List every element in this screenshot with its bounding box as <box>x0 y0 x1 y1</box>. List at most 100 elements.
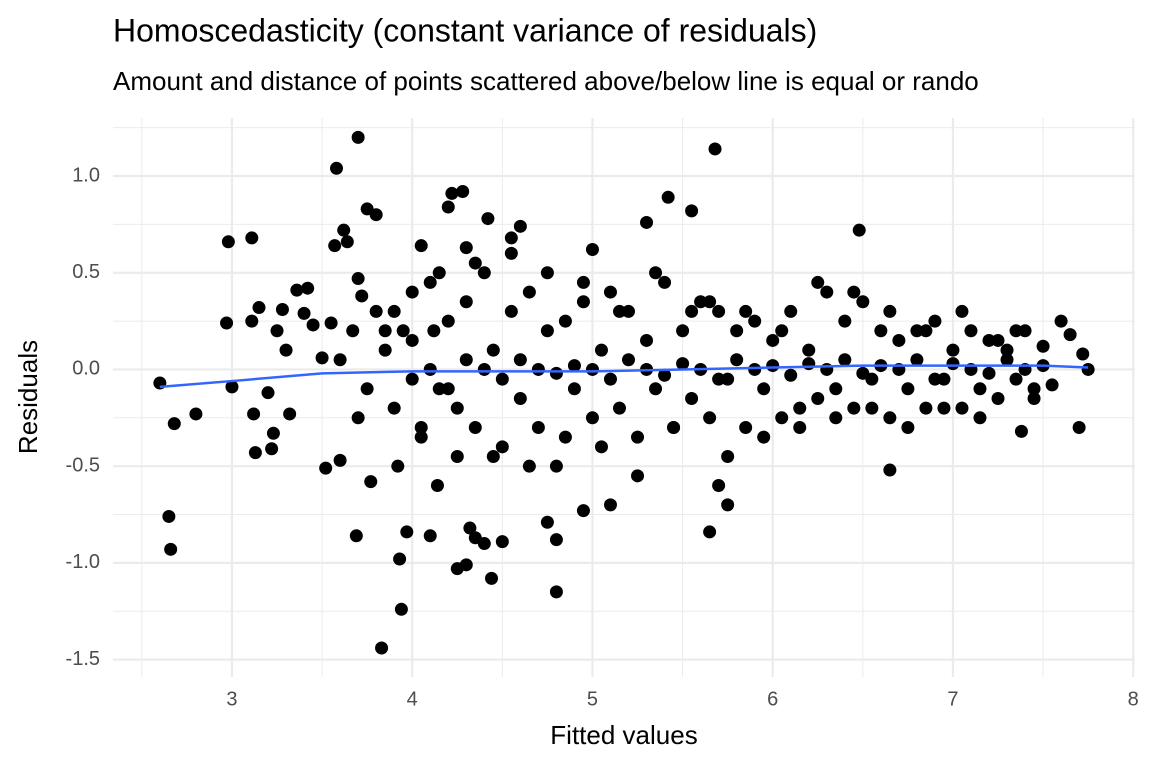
point <box>540 515 554 529</box>
point <box>459 353 473 367</box>
point <box>477 266 491 280</box>
point <box>585 362 599 376</box>
point <box>1045 378 1059 392</box>
point <box>748 314 762 328</box>
chart-title: Homoscedasticity (constant variance of r… <box>113 12 817 48</box>
point <box>640 215 654 229</box>
point <box>694 295 708 309</box>
point <box>337 223 351 237</box>
point <box>275 302 289 316</box>
point <box>265 442 279 456</box>
point <box>549 533 563 547</box>
point <box>245 231 259 245</box>
point <box>585 411 599 425</box>
point <box>721 449 735 463</box>
point <box>162 509 176 523</box>
point <box>838 353 852 367</box>
point <box>631 430 645 444</box>
chart-subtitle: Amount and distance of points scattered … <box>113 66 979 96</box>
point <box>685 391 699 405</box>
point <box>721 372 735 386</box>
point <box>549 585 563 599</box>
point <box>784 304 798 318</box>
point <box>378 324 392 338</box>
point <box>901 382 915 396</box>
point <box>504 231 518 245</box>
points <box>153 130 1095 655</box>
point <box>676 357 690 371</box>
point <box>459 558 473 572</box>
point <box>513 219 527 233</box>
point <box>531 362 545 376</box>
point <box>649 382 663 396</box>
point <box>585 243 599 257</box>
point <box>441 200 455 214</box>
point <box>1014 424 1028 438</box>
point <box>712 304 726 318</box>
point <box>721 498 735 512</box>
point <box>919 324 933 338</box>
point <box>468 256 482 270</box>
point <box>375 641 389 655</box>
point <box>441 382 455 396</box>
point <box>901 420 915 434</box>
point <box>784 368 798 382</box>
point <box>576 504 590 518</box>
x-axis-label: Fitted values <box>550 720 697 750</box>
point <box>432 266 446 280</box>
point <box>1000 343 1014 357</box>
point <box>703 525 717 539</box>
point <box>766 359 780 373</box>
point <box>522 285 536 299</box>
point <box>279 343 293 357</box>
point <box>1076 347 1090 361</box>
point <box>459 241 473 255</box>
point <box>910 324 924 338</box>
point <box>946 343 960 357</box>
point <box>883 304 897 318</box>
point <box>1018 324 1032 338</box>
point <box>937 372 951 386</box>
point <box>351 272 365 286</box>
point <box>594 440 608 454</box>
point <box>685 204 699 218</box>
point <box>739 304 753 318</box>
point <box>793 420 807 434</box>
y-tick-label: -1.0 <box>66 551 100 573</box>
point <box>847 401 861 415</box>
point <box>349 529 363 543</box>
point <box>220 316 234 330</box>
point <box>396 324 410 338</box>
point <box>391 459 405 473</box>
point <box>1072 420 1086 434</box>
point <box>477 362 491 376</box>
point <box>306 318 320 332</box>
point <box>955 401 969 415</box>
point <box>676 324 690 338</box>
point <box>973 382 987 396</box>
y-tick-label: 1.0 <box>72 164 100 186</box>
point <box>297 306 311 320</box>
smooth-line <box>159 364 1089 389</box>
point <box>612 304 626 318</box>
point <box>468 420 482 434</box>
point <box>540 266 554 280</box>
point <box>405 333 419 347</box>
point <box>1081 362 1095 376</box>
point <box>982 333 996 347</box>
y-tick-label: 0.0 <box>72 358 100 380</box>
point <box>973 411 987 425</box>
point <box>838 314 852 328</box>
point <box>495 440 509 454</box>
point <box>829 382 843 396</box>
point <box>661 190 675 204</box>
point <box>991 391 1005 405</box>
point <box>775 324 789 338</box>
point <box>667 420 681 434</box>
point <box>221 235 235 249</box>
point <box>481 212 495 226</box>
point <box>189 407 203 421</box>
point <box>486 343 500 357</box>
point <box>712 479 726 493</box>
